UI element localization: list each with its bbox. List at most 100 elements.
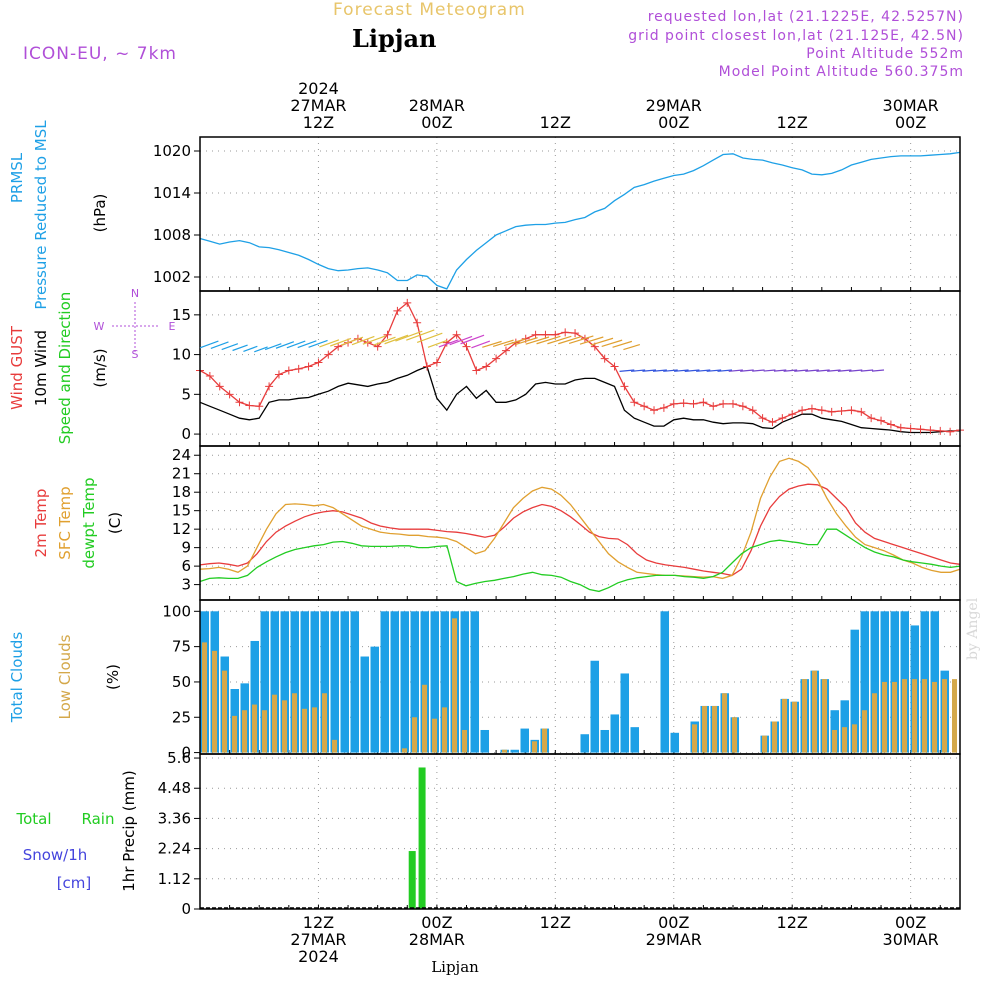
wind-arrow: [254, 346, 268, 353]
wind-arrow: [286, 340, 306, 349]
low-cloud-bar: [232, 715, 237, 753]
low-cloud-bar: [932, 681, 937, 753]
wind-arrow: [696, 369, 711, 372]
wind-gust-marker: [274, 370, 283, 379]
wind-arrow: [243, 345, 258, 352]
location-title: Lipjan: [352, 24, 437, 53]
wind-gust-marker: [205, 372, 214, 381]
wind-arrow: [740, 369, 754, 372]
low-cloud-bar: [282, 700, 287, 753]
wind-gust-marker: [640, 402, 649, 411]
wind-gust-marker: [245, 401, 254, 410]
total-cloud-bar: [430, 611, 439, 753]
total-cloud-bar: [860, 611, 869, 753]
y-tick-label: 4.48: [158, 779, 191, 797]
wind-arrow: [871, 369, 885, 372]
y-tick-label: 18: [172, 483, 191, 501]
wind-arrow: [340, 336, 364, 346]
wind-gust-marker: [659, 403, 668, 412]
wind-gust-marker: [531, 330, 540, 339]
low-cloud-bar: [202, 642, 207, 753]
wind-arrow: [308, 339, 328, 348]
temp-dewpt-label: dewpt Temp: [80, 477, 98, 568]
low-cloud-bar: [732, 717, 737, 753]
wind-arrow: [264, 343, 282, 351]
low-cloud-bar: [322, 693, 327, 753]
low-cloud-bar: [532, 741, 537, 753]
low-cloud-bar: [842, 727, 847, 753]
total-cloud-bar: [660, 611, 669, 753]
wind-arrow: [837, 369, 852, 372]
pressure-unit: (hPa): [91, 194, 109, 233]
low-cloud-bar: [242, 710, 247, 753]
wind-arrow: [275, 341, 295, 349]
wind-gust-marker: [255, 402, 264, 411]
low-cloud-bar: [422, 684, 427, 753]
wind-gust-marker: [867, 414, 876, 423]
wind-arrow: [351, 335, 375, 346]
panel-frame: [199, 136, 961, 292]
low-cloud-bar: [212, 650, 217, 753]
top-time-label: 00Z: [421, 113, 452, 132]
wind-arrow: [221, 343, 239, 351]
wind-gust-marker: [719, 399, 728, 408]
total-cloud-bar: [400, 611, 409, 753]
wind-arrow: [827, 369, 841, 372]
low-cloud-bar: [882, 681, 887, 753]
wind-arrow: [619, 369, 635, 372]
wind-arrow: [536, 335, 561, 345]
total-cloud-bar: [600, 729, 609, 753]
wind-gust-marker: [896, 423, 905, 432]
top-time-label: 12Z: [303, 113, 334, 132]
wind-arrow: [362, 335, 386, 345]
low-cloud-bar: [952, 679, 957, 753]
bottom-time-label: 12Z: [303, 913, 334, 932]
wind-gust-marker: [561, 328, 570, 337]
y-tick-label: 0: [181, 425, 191, 443]
top-time-label: 12Z: [777, 113, 808, 132]
wind-arrow: [717, 369, 733, 372]
wind-arrow: [590, 337, 614, 346]
wind-gust-marker: [709, 402, 718, 411]
y-tick-label: 5.6: [167, 749, 191, 767]
wind-arrow: [684, 369, 700, 372]
low-cloud-bar: [822, 679, 827, 753]
y-tick-label: 3.36: [158, 809, 191, 827]
bottom-time-label: 27MAR: [290, 930, 346, 949]
wind-arrow: [199, 340, 219, 349]
wind-gust-marker: [215, 382, 224, 391]
wind-speed-line: [199, 365, 960, 434]
wind-arrow: [848, 369, 863, 372]
wind-arrow: [406, 329, 435, 341]
wind-gust-marker: [778, 414, 787, 423]
low-cloud-bar: [812, 670, 817, 753]
wind-arrow: [492, 339, 514, 348]
wind-arrow: [674, 369, 689, 372]
precip-unit: 1hr Precip (mm): [120, 770, 138, 891]
wind-arrow: [297, 340, 317, 349]
wind-arrow: [623, 343, 641, 351]
wind-arrow: [706, 369, 722, 372]
wind-arrow: [460, 334, 485, 345]
wind-arrow: [763, 369, 776, 372]
y-tick-label: 1.12: [158, 870, 191, 888]
wind-gust-marker: [235, 398, 244, 407]
temp-sfc-label: SFC Temp: [56, 486, 74, 559]
wind-arrow: [395, 330, 423, 342]
y-tick-label: 1020: [153, 142, 191, 160]
total-cloud-bar: [370, 646, 379, 753]
low-cloud-bar: [542, 728, 547, 753]
total-cloud-bar: [310, 611, 319, 753]
y-tick-label: 1008: [153, 226, 191, 244]
total-cloud-bar: [440, 611, 449, 753]
y-tick-label: 3: [181, 576, 191, 594]
wind-arrow: [514, 337, 538, 346]
wind-arrow: [805, 369, 819, 372]
wind-gust-marker: [225, 390, 234, 399]
wind-gust-marker: [314, 358, 323, 367]
wind-gust-marker: [284, 366, 293, 375]
y-tick-label: 50: [172, 673, 191, 691]
top-time-label: 27MAR: [290, 96, 346, 115]
total-cloud-bar: [460, 611, 469, 753]
y-tick-label: 0: [181, 900, 191, 918]
